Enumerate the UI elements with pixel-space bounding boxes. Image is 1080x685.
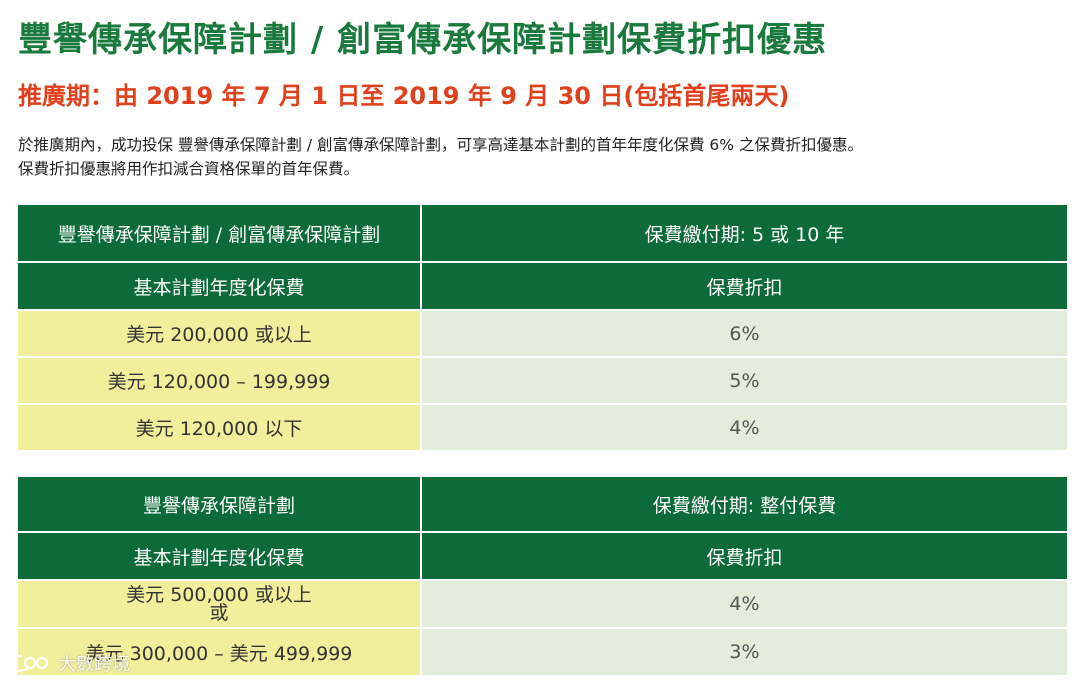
plan-header: 豐譽傳承保障計劃 [18, 477, 422, 533]
premium-amount: 美元 120,000 以下 [18, 404, 422, 452]
table-row: 美元 120,000 以下 4% [18, 404, 1067, 452]
term-header: 保費繳付期: 整付保費 [421, 477, 1067, 533]
page-title: 豐譽傳承保障計劃 / 創富傳承保障計劃保費折扣優惠 [18, 20, 828, 60]
description-line-2: 保費折扣優惠將用作扣減合資格保單的首年保費。 [18, 160, 360, 178]
table-header-row: 豐譽傳承保障計劃 / 創富傳承保障計劃 保費繳付期: 5 或 10 年 [18, 205, 1067, 263]
discount-rate: 6% [421, 310, 1067, 358]
premium-amount-line: 美元 500,000 或以上 [126, 584, 312, 606]
plan-header: 豐譽傳承保障計劃 / 創富傳承保障計劃 [18, 205, 422, 263]
table-subheader-row: 基本計劃年度化保費 保費折扣 [18, 262, 1067, 311]
period-highlight: 1 [311, 82, 328, 110]
discount-header: 保費折扣 [421, 262, 1067, 311]
table-row: 美元 200,000 或以上 6% [18, 310, 1067, 358]
table-row: 美元 500,000 或以上 或 4% [18, 580, 1067, 629]
discount-header: 保費折扣 [421, 532, 1067, 581]
watermark: 大數跨境 [8, 650, 130, 676]
period-prefix: 推廣期：由 2019 年 7 月 [18, 82, 312, 110]
premium-header: 基本計劃年度化保費 [18, 532, 422, 581]
table-subheader-row: 基本計劃年度化保費 保費折扣 [18, 532, 1067, 581]
premium-amount: 美元 120,000 – 199,999 [18, 357, 422, 405]
table-header-row: 豐譽傳承保障計劃 保費繳付期: 整付保費 [18, 477, 1067, 533]
discount-table-single-premium: 豐譽傳承保障計劃 保費繳付期: 整付保費 基本計劃年度化保費 保費折扣 美元 5… [18, 477, 1067, 677]
discount-table-regular: 豐譽傳承保障計劃 / 創富傳承保障計劃 保費繳付期: 5 或 10 年 基本計劃… [18, 205, 1067, 452]
premium-amount: 美元 300,000 – 美元 499,999 [18, 628, 422, 677]
discount-rate: 4% [421, 580, 1067, 629]
description: 於推廣期內，成功投保 豐譽傳承保障計劃 / 創富傳承保障計劃，可享高達基本計劃的… [18, 133, 1068, 181]
discount-rate: 5% [421, 357, 1067, 405]
promotion-period: 推廣期：由 2019 年 7 月 1 日至 2019 年 9 月 30 日(包括… [18, 76, 789, 111]
premium-amount-or: 或 [209, 602, 229, 624]
discount-rate: 3% [421, 628, 1067, 677]
watermark-text: 大數跨境 [58, 654, 130, 675]
watermark-logo-icon [10, 654, 48, 672]
table-row: 美元 300,000 – 美元 499,999 3% [18, 628, 1067, 677]
premium-amount: 美元 200,000 或以上 [18, 310, 422, 358]
table-row: 美元 120,000 – 199,999 5% [18, 357, 1067, 405]
premium-header: 基本計劃年度化保費 [18, 262, 422, 311]
premium-amount: 美元 500,000 或以上 或 [18, 580, 422, 629]
discount-rate: 4% [421, 404, 1067, 452]
description-line-1: 於推廣期內，成功投保 豐譽傳承保障計劃 / 創富傳承保障計劃，可享高達基本計劃的… [18, 136, 863, 154]
period-suffix: 日至 2019 年 9 月 30 日(包括首尾兩天) [327, 82, 790, 110]
term-header: 保費繳付期: 5 或 10 年 [421, 205, 1067, 263]
